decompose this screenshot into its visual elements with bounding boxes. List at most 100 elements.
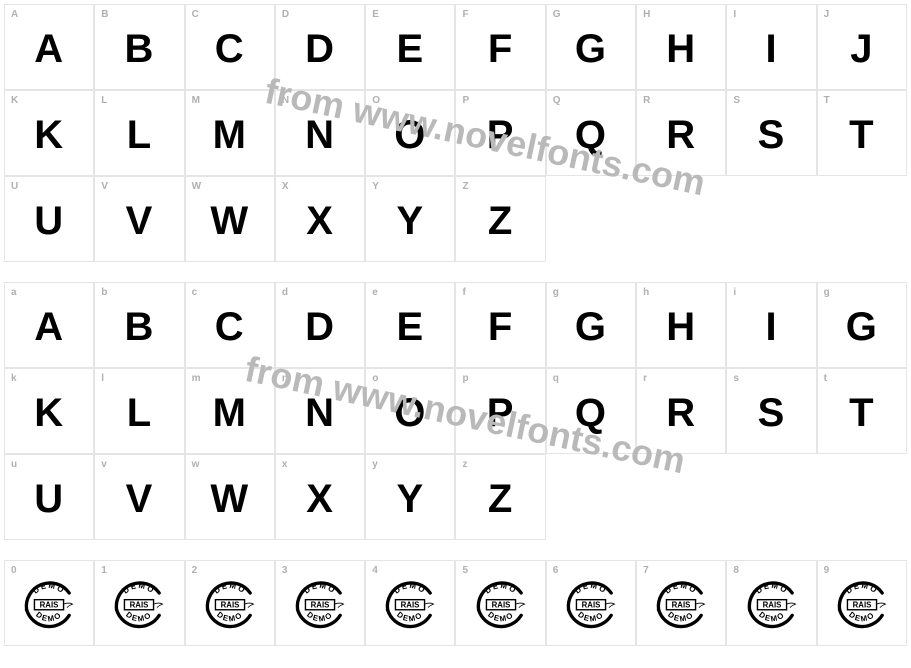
glyph-cell: kK <box>4 368 94 454</box>
glyph-cell: qQ <box>546 368 636 454</box>
cell-key-label: D <box>282 9 290 20</box>
cell-glyph: S <box>758 391 786 436</box>
cell-key-label: 7 <box>643 565 649 576</box>
cell-key-label: c <box>192 287 198 298</box>
cell-key-label: g <box>553 287 560 298</box>
glyph-cell: XX <box>275 176 365 262</box>
cell-key-label: r <box>643 373 647 384</box>
glyph-cell: MM <box>185 90 275 176</box>
cell-glyph: V <box>126 477 154 522</box>
cell-glyph: C <box>215 27 245 72</box>
cell-glyph: J <box>850 27 873 72</box>
glyph-cell: iI <box>726 282 816 368</box>
cell-glyph: S <box>758 113 786 158</box>
cell-key-label: g <box>824 287 831 298</box>
cell-key-label: u <box>11 459 18 470</box>
glyph-cell: QQ <box>546 90 636 176</box>
glyph-cell: mM <box>185 368 275 454</box>
cell-key-label: t <box>824 373 828 384</box>
svg-text:DEMO: DEMO <box>215 610 245 624</box>
glyph-cell: PP <box>455 90 545 176</box>
cell-key-label: a <box>11 287 17 298</box>
svg-text:RAIS: RAIS <box>852 601 871 610</box>
glyph-cell: eE <box>365 282 455 368</box>
cell-key-label: F <box>462 9 469 20</box>
demo-badge: DEMODEMORAIS <box>111 576 167 637</box>
svg-text:RAIS: RAIS <box>311 601 330 610</box>
demo-badge: DEMODEMORAIS <box>21 576 77 637</box>
glyph-row: 0DEMODEMORAIS1DEMODEMORAIS2DEMODEMORAIS3… <box>4 560 907 646</box>
cell-glyph: P <box>487 113 515 158</box>
cell-key-label: i <box>733 287 736 298</box>
cell-key-label: b <box>101 287 108 298</box>
svg-text:DEMO: DEMO <box>486 610 516 624</box>
glyph-cell: HH <box>636 4 726 90</box>
cell-key-label: 9 <box>824 565 830 576</box>
svg-text:RAIS: RAIS <box>672 601 691 610</box>
cell-key-label: S <box>733 95 740 106</box>
cell-key-label: A <box>11 9 19 20</box>
glyph-cell: TT <box>817 90 907 176</box>
cell-key-label: n <box>282 373 289 384</box>
cell-key-label: 1 <box>101 565 107 576</box>
glyph-cell: UU <box>4 176 94 262</box>
cell-glyph: M <box>213 391 247 436</box>
glyph-cell: FF <box>455 4 545 90</box>
demo-badge: DEMODEMORAIS <box>382 576 438 637</box>
demo-badge: DEMODEMORAIS <box>563 576 619 637</box>
glyph-cell: 7DEMODEMORAIS <box>636 560 726 646</box>
cell-glyph: Y <box>396 199 424 244</box>
cell-key-label: I <box>733 9 736 20</box>
demo-badge: DEMODEMORAIS <box>744 576 800 637</box>
glyph-cell: dD <box>275 282 365 368</box>
svg-text:RAIS: RAIS <box>582 601 601 610</box>
glyph-cell: BB <box>94 4 184 90</box>
demo-badge-icon: DEMODEMORAIS <box>292 576 348 632</box>
cell-key-label: X <box>282 181 289 192</box>
glyph-cell: bB <box>94 282 184 368</box>
glyph-row: UUVVWWXXYYZZ <box>4 176 907 262</box>
cell-glyph: I <box>765 27 777 72</box>
section-uppercase: AABBCCDDEEFFGGHHIIJJKKLLMMNNOOPPQQRRSSTT… <box>4 4 907 262</box>
cell-key-label: y <box>372 459 378 470</box>
cell-glyph: P <box>487 391 515 436</box>
glyph-cell: KK <box>4 90 94 176</box>
cell-glyph: O <box>394 113 426 158</box>
glyph-cell: nN <box>275 368 365 454</box>
svg-text:DEMO: DEMO <box>305 610 335 624</box>
glyph-cell: hH <box>636 282 726 368</box>
cell-key-label: G <box>553 9 561 20</box>
cell-key-label: p <box>462 373 469 384</box>
cell-key-label: 4 <box>372 565 378 576</box>
cell-key-label: 5 <box>462 565 468 576</box>
cell-glyph: D <box>305 305 335 350</box>
cell-glyph: N <box>305 391 335 436</box>
cell-key-label: K <box>11 95 19 106</box>
glyph-cell: cC <box>185 282 275 368</box>
cell-key-label: l <box>101 373 104 384</box>
svg-text:RAIS: RAIS <box>40 601 59 610</box>
section-digits: 0DEMODEMORAIS1DEMODEMORAIS2DEMODEMORAIS3… <box>4 560 907 646</box>
cell-glyph: G <box>846 305 878 350</box>
demo-badge-icon: DEMODEMORAIS <box>834 576 890 632</box>
cell-key-label: x <box>282 459 288 470</box>
glyph-cell: RR <box>636 90 726 176</box>
glyph-cell: EE <box>365 4 455 90</box>
cell-key-label: L <box>101 95 108 106</box>
glyph-cell: VV <box>94 176 184 262</box>
glyph-cell: 5DEMODEMORAIS <box>455 560 545 646</box>
cell-key-label: f <box>462 287 466 298</box>
glyph-cell: 6DEMODEMORAIS <box>546 560 636 646</box>
svg-text:RAIS: RAIS <box>762 601 781 610</box>
glyph-cell: CC <box>185 4 275 90</box>
cell-glyph: Y <box>396 477 424 522</box>
demo-badge-icon: DEMODEMORAIS <box>21 576 77 632</box>
cell-glyph: X <box>306 199 334 244</box>
glyph-cell: 1 DEMODEMORAIS <box>94 560 184 646</box>
svg-text:RAIS: RAIS <box>220 601 239 610</box>
demo-badge: DEMODEMORAIS <box>202 576 258 637</box>
cell-key-label: O <box>372 95 380 106</box>
cell-glyph: T <box>849 113 874 158</box>
cell-glyph: W <box>210 477 249 522</box>
glyph-cell: WW <box>185 176 275 262</box>
